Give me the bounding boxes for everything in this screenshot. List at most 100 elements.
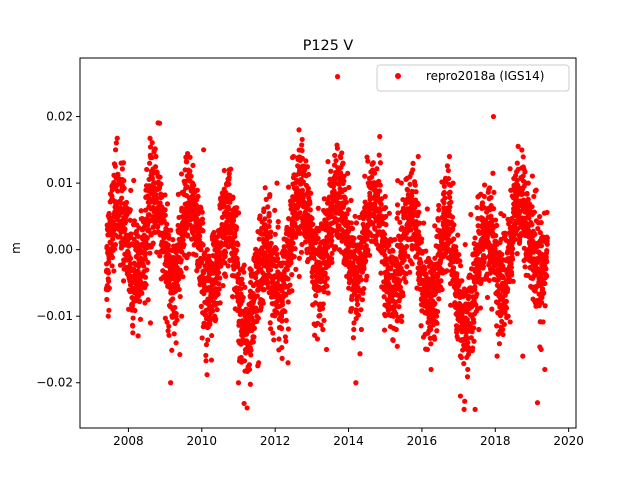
data-point [195,193,201,200]
data-point [184,184,190,190]
data-point [377,182,383,188]
data-point [489,306,495,312]
data-point [287,282,293,288]
data-point [272,207,278,213]
data-point [176,286,182,293]
scatter-points [103,74,550,412]
data-point [135,233,141,239]
data-point [128,231,134,237]
data-point [239,326,245,333]
data-point [190,180,196,186]
data-point [272,231,278,237]
data-point [503,305,510,311]
data-point [232,233,238,239]
data-point [215,291,221,297]
data-point [509,256,516,262]
data-point [320,301,326,307]
data-point [212,313,218,319]
data-point [119,166,125,172]
data-point [465,366,471,373]
data-point [451,236,457,242]
data-point [522,264,528,270]
data-point [341,178,347,184]
data-point [218,263,224,269]
data-point [198,247,204,253]
data-point [193,252,199,258]
data-point [268,229,274,235]
data-point [459,278,465,284]
x-tick-label: 2016 [407,434,438,448]
data-point [261,206,267,212]
data-point [395,210,401,216]
data-point [410,167,416,173]
data-point [248,352,254,358]
data-point [458,354,464,361]
data-point [480,263,486,270]
data-point [400,292,406,299]
data-point [378,270,384,276]
data-point [289,272,295,278]
data-point [544,241,550,247]
data-point [377,188,383,194]
data-point [409,245,416,251]
data-point [348,197,354,203]
data-point [226,167,232,173]
x-tick-label: 2010 [187,434,218,448]
data-point [217,300,223,306]
data-point [520,154,526,160]
data-point [222,260,228,266]
data-point [275,256,281,262]
data-point [267,320,273,326]
data-point [262,185,268,191]
data-point [226,181,232,187]
data-point [284,266,290,272]
data-point [415,153,421,160]
data-point [312,300,319,306]
data-point [328,168,334,174]
data-point [464,374,471,380]
data-point [260,300,266,306]
data-point [428,326,434,332]
data-point [122,226,128,232]
data-point [123,199,130,206]
data-point [434,308,441,315]
data-point [490,113,497,120]
data-point [428,366,434,373]
data-point [187,154,193,160]
data-point [468,211,474,218]
data-point [497,313,504,319]
data-point [143,282,149,288]
data-point [307,200,313,207]
data-point [129,302,136,308]
data-point [438,278,444,284]
data-point [394,202,401,208]
data-point [285,276,291,282]
data-point [408,227,414,233]
data-point [541,290,547,296]
data-point [279,318,285,324]
data-point [514,177,520,184]
data-point [362,199,368,205]
data-point [106,307,112,313]
data-point [158,181,164,187]
data-point [397,284,404,290]
data-point [319,305,326,312]
data-point [257,213,263,219]
data-point [220,283,226,289]
data-point [179,313,185,319]
data-point [241,269,247,275]
legend: repro2018a (IGS14) [376,64,570,92]
data-point [494,323,500,329]
data-point [147,250,153,256]
data-point [495,300,501,306]
data-point [300,179,306,185]
data-point [381,294,387,300]
data-point [278,325,285,332]
data-point [193,202,199,208]
data-point [403,279,409,285]
data-point [234,255,240,262]
data-point [178,171,185,177]
data-point [279,355,285,361]
data-point [293,234,299,240]
data-point [265,280,271,286]
